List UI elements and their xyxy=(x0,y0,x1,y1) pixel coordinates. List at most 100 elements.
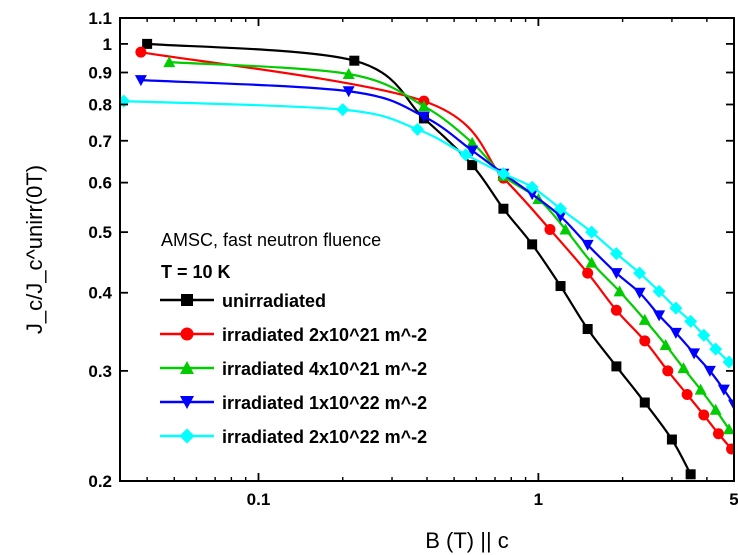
series-3 xyxy=(134,75,734,411)
series-2 xyxy=(163,56,734,435)
data-point-2-8 xyxy=(613,285,626,297)
series-1 xyxy=(135,46,734,455)
data-point-1-5 xyxy=(610,304,622,316)
y-tick-label-6: 0.8 xyxy=(88,95,112,114)
y-tick-label-9: 1.1 xyxy=(88,9,112,28)
data-point-0-7 xyxy=(582,324,593,335)
data-point-4-7 xyxy=(585,225,599,239)
legend-marker-3 xyxy=(180,396,194,409)
data-point-3-14 xyxy=(717,384,730,396)
data-point-0-10 xyxy=(666,434,677,445)
series-line-2 xyxy=(169,61,730,430)
data-point-0-8 xyxy=(611,361,622,372)
data-point-0-5 xyxy=(527,239,538,250)
data-point-3-1 xyxy=(342,86,355,98)
data-point-4-2 xyxy=(411,122,425,136)
data-point-2-0 xyxy=(163,56,176,68)
data-point-4-3 xyxy=(459,148,473,162)
series-0 xyxy=(142,38,696,480)
data-point-0-3 xyxy=(467,160,478,171)
data-point-0-11 xyxy=(685,469,696,480)
legend-header-1: T = 10 K xyxy=(161,262,231,282)
data-point-2-10 xyxy=(659,338,672,350)
data-point-3-5 xyxy=(526,189,539,201)
x-tick-label-2: 5 xyxy=(729,490,738,509)
y-axis-title: J_c/J_c^unirr(0T) xyxy=(22,165,47,334)
y-tick-label-2: 0.4 xyxy=(88,284,112,303)
y-tick-label-1: 0.3 xyxy=(88,362,112,381)
data-point-0-9 xyxy=(639,397,650,408)
data-point-3-10 xyxy=(653,310,666,322)
x-tick-label-0: 0.1 xyxy=(247,490,271,509)
data-point-4-9 xyxy=(633,266,647,280)
data-point-3-9 xyxy=(633,287,646,299)
data-point-4-5 xyxy=(525,180,539,194)
data-point-2-13 xyxy=(709,403,722,415)
data-point-3-8 xyxy=(610,268,623,280)
legend-marker-1 xyxy=(180,327,194,341)
data-point-3-12 xyxy=(688,348,701,360)
data-point-2-7 xyxy=(585,256,598,268)
data-point-2-6 xyxy=(559,223,572,235)
axes: 0.2 0.3 0.4 0.5 0.6 0.7 0.8 0.9 1 1.1 0.1 1 5 xyxy=(88,9,738,509)
legend-header-0: AMSC, fast neutron fluence xyxy=(161,230,381,250)
data-point-0-0 xyxy=(142,38,153,49)
data-point-3-3 xyxy=(466,145,479,157)
data-point-2-3 xyxy=(466,136,479,148)
y-tick-label-7: 0.9 xyxy=(88,64,112,83)
legend-label-0: unirradiated xyxy=(222,291,326,311)
data-point-3-6 xyxy=(554,211,567,223)
data-point-4-8 xyxy=(609,247,623,261)
data-point-2-2 xyxy=(417,100,430,112)
legend-label-1: irradiated 2x10^21 m^-2 xyxy=(222,325,427,345)
series-group xyxy=(120,38,734,480)
y-tick-label-4: 0.6 xyxy=(88,174,112,193)
data-point-2-9 xyxy=(638,313,651,325)
data-point-2-1 xyxy=(342,68,355,80)
y-tick-label-8: 1 xyxy=(103,35,112,54)
data-point-4-13 xyxy=(697,328,711,342)
data-point-4-4 xyxy=(496,167,510,181)
data-point-4-15 xyxy=(722,355,734,369)
data-point-1-9 xyxy=(698,409,710,421)
legend: AMSC, fast neutron fluence T = 10 K unirra… xyxy=(160,230,427,447)
data-point-3-2 xyxy=(417,111,430,123)
data-point-1-4 xyxy=(582,267,594,279)
data-point-4-14 xyxy=(709,342,723,356)
y-tick-label-0: 0.2 xyxy=(88,472,112,491)
data-point-3-0 xyxy=(134,75,147,87)
y-tick-label-5: 0.7 xyxy=(88,132,112,151)
legend-marker-0 xyxy=(181,294,193,306)
data-point-1-6 xyxy=(639,335,651,347)
data-point-3-13 xyxy=(703,365,716,377)
plot-area xyxy=(120,38,734,480)
data-point-1-3 xyxy=(544,223,556,235)
data-point-1-0 xyxy=(135,46,147,58)
x-axis-title: B (T) || c xyxy=(425,528,509,553)
data-point-0-1 xyxy=(349,55,360,66)
series-4 xyxy=(120,94,734,369)
data-point-2-14 xyxy=(723,423,734,435)
data-point-1-11 xyxy=(726,443,734,455)
data-point-3-7 xyxy=(581,239,594,251)
data-point-4-12 xyxy=(684,314,698,328)
legend-label-2: irradiated 4x10^21 m^-2 xyxy=(222,359,427,379)
data-point-1-10 xyxy=(712,428,724,440)
data-point-3-11 xyxy=(669,327,682,339)
y-tick-label-3: 0.5 xyxy=(88,223,112,242)
data-point-1-7 xyxy=(662,365,674,377)
data-point-2-11 xyxy=(677,362,690,374)
data-point-0-4 xyxy=(498,203,509,214)
legend-label-4: irradiated 2x10^22 m^-2 xyxy=(222,427,427,447)
legend-marker-2 xyxy=(180,361,194,374)
data-point-4-11 xyxy=(669,301,683,315)
data-point-1-8 xyxy=(681,389,693,401)
legend-label-3: irradiated 1x10^22 m^-2 xyxy=(222,393,427,413)
data-point-0-6 xyxy=(555,281,566,292)
legend-marker-4 xyxy=(179,428,195,444)
data-point-4-1 xyxy=(336,103,350,117)
data-point-2-12 xyxy=(694,383,707,395)
data-point-4-10 xyxy=(652,284,666,298)
series-line-1 xyxy=(140,51,733,450)
